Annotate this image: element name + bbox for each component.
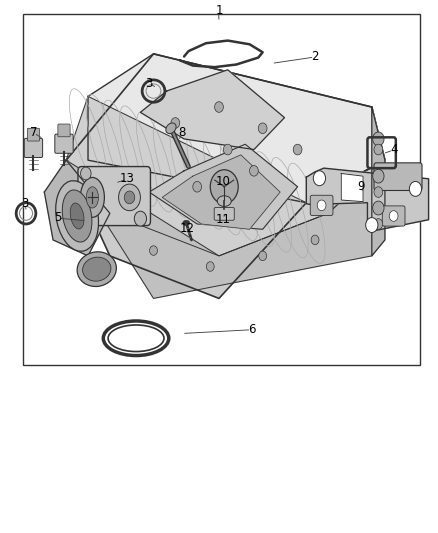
Circle shape (81, 167, 91, 180)
Ellipse shape (62, 190, 92, 242)
Text: 7: 7 (30, 126, 37, 139)
Ellipse shape (81, 177, 104, 217)
Polygon shape (141, 70, 285, 150)
Text: 4: 4 (390, 143, 397, 156)
Circle shape (389, 211, 398, 221)
Polygon shape (44, 160, 110, 256)
Circle shape (374, 144, 383, 155)
Ellipse shape (183, 220, 190, 225)
Polygon shape (149, 144, 297, 229)
Polygon shape (66, 54, 385, 298)
Circle shape (210, 169, 238, 204)
Polygon shape (162, 155, 280, 229)
FancyBboxPatch shape (78, 166, 150, 225)
Ellipse shape (77, 252, 117, 287)
Circle shape (206, 262, 214, 271)
Text: 6: 6 (248, 322, 255, 336)
Polygon shape (66, 160, 385, 298)
FancyBboxPatch shape (214, 207, 234, 220)
Circle shape (150, 246, 157, 255)
Circle shape (193, 181, 201, 192)
Circle shape (374, 187, 383, 197)
Text: 3: 3 (21, 197, 28, 211)
Circle shape (311, 235, 319, 245)
Circle shape (410, 181, 422, 196)
Circle shape (373, 169, 384, 183)
Ellipse shape (166, 123, 176, 134)
Text: 8: 8 (178, 126, 186, 139)
Circle shape (373, 201, 384, 215)
Circle shape (223, 144, 232, 155)
Circle shape (171, 118, 180, 128)
Text: 12: 12 (180, 222, 195, 235)
FancyBboxPatch shape (310, 195, 333, 215)
Polygon shape (66, 96, 385, 256)
FancyBboxPatch shape (24, 139, 42, 158)
FancyBboxPatch shape (382, 206, 405, 226)
Ellipse shape (217, 196, 231, 206)
FancyBboxPatch shape (58, 124, 70, 137)
Text: 10: 10 (216, 175, 231, 188)
FancyBboxPatch shape (55, 134, 73, 154)
Ellipse shape (86, 187, 99, 208)
Circle shape (293, 144, 302, 155)
FancyBboxPatch shape (374, 163, 422, 190)
Text: 1: 1 (215, 4, 223, 17)
Polygon shape (372, 107, 385, 256)
Circle shape (259, 251, 267, 261)
Circle shape (373, 132, 384, 146)
Circle shape (119, 184, 141, 211)
Text: 13: 13 (120, 172, 135, 185)
Circle shape (258, 123, 267, 134)
Text: 5: 5 (54, 211, 61, 224)
Text: 9: 9 (357, 180, 365, 193)
Text: 2: 2 (311, 50, 319, 63)
FancyBboxPatch shape (27, 128, 39, 141)
Circle shape (250, 165, 258, 176)
Circle shape (366, 217, 378, 232)
Bar (22, 14, 420, 365)
Circle shape (313, 171, 325, 185)
Circle shape (317, 200, 326, 211)
Circle shape (134, 211, 147, 226)
Text: 11: 11 (216, 213, 231, 226)
Ellipse shape (56, 181, 99, 251)
Polygon shape (88, 54, 385, 203)
Ellipse shape (83, 257, 111, 281)
Circle shape (124, 191, 135, 204)
Circle shape (215, 102, 223, 112)
Polygon shape (341, 173, 363, 201)
Polygon shape (306, 168, 428, 230)
Circle shape (374, 219, 383, 229)
Ellipse shape (70, 203, 84, 229)
Text: 3: 3 (145, 77, 153, 90)
